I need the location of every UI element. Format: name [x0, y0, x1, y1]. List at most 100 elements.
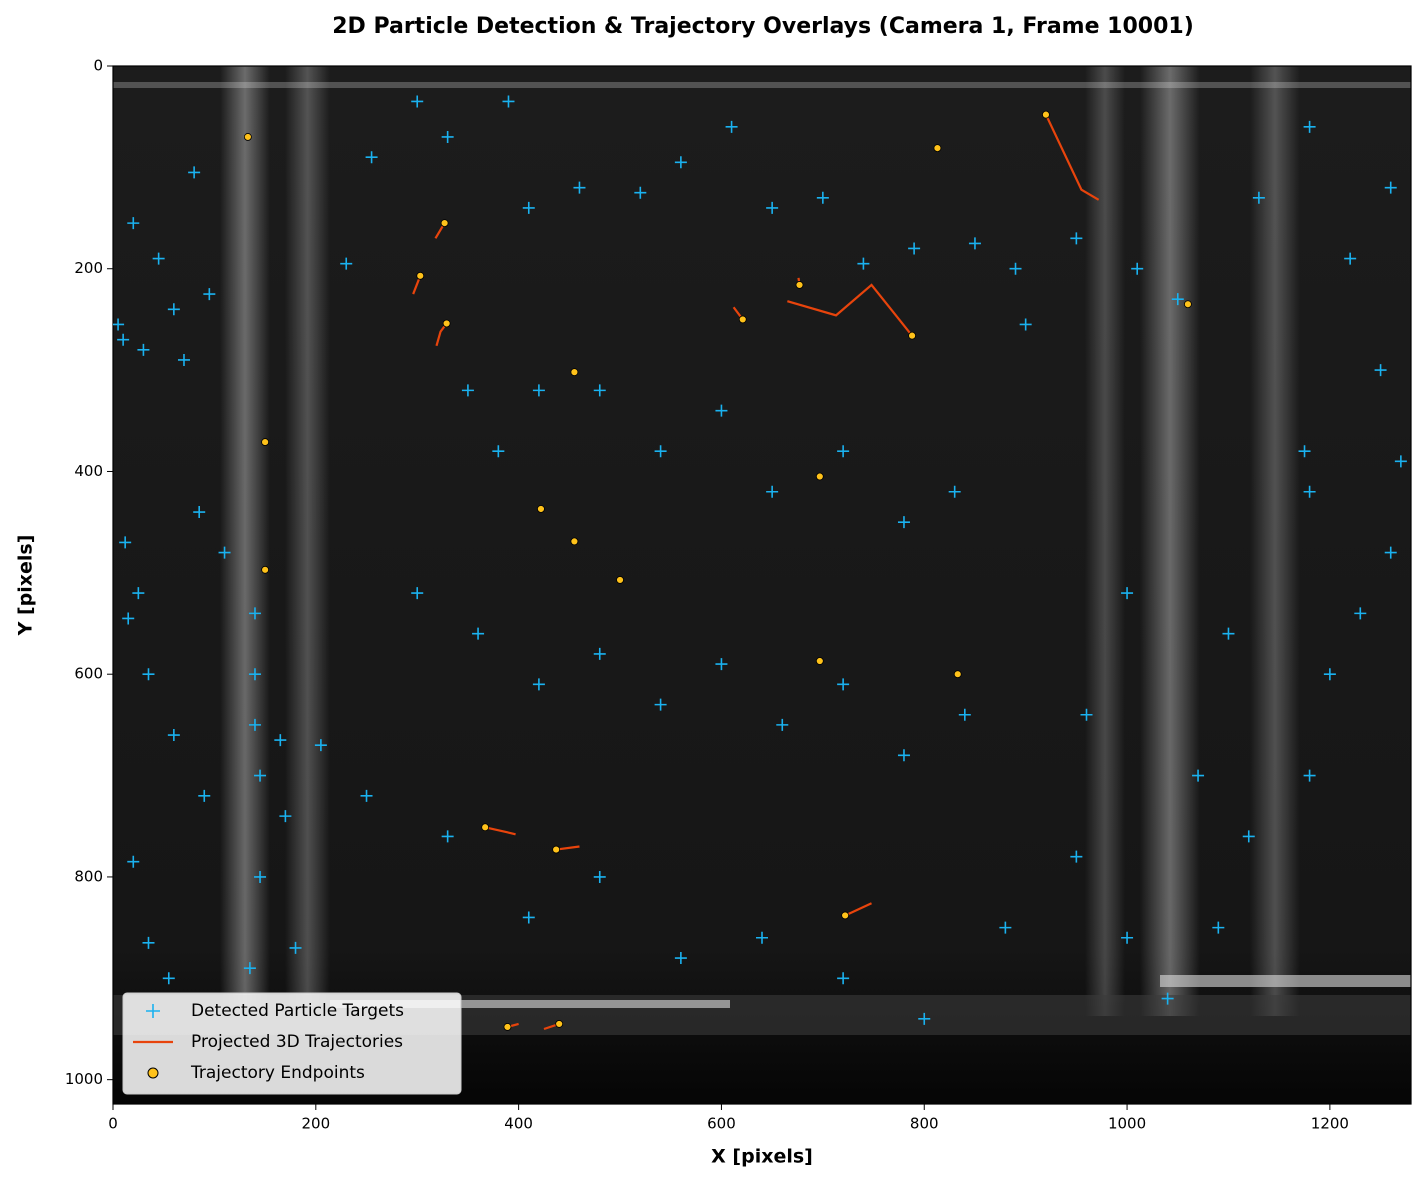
endpoint-marker — [555, 1020, 564, 1028]
particle-marker — [1171, 293, 1184, 306]
endpoint-marker — [537, 505, 545, 513]
particle-marker — [1298, 445, 1311, 458]
particle-marker — [279, 810, 292, 823]
particle-marker — [1222, 627, 1235, 640]
particle-marker — [1121, 587, 1134, 600]
endpoint-marker — [261, 565, 270, 574]
plot-area — [113, 95, 1407, 1031]
legend-marker — [146, 1004, 160, 1018]
particle-marker — [1242, 830, 1255, 843]
particle-marker — [1019, 318, 1032, 331]
particle-marker — [593, 647, 606, 660]
particle-marker — [1131, 262, 1144, 275]
particle-marker — [1192, 769, 1205, 782]
particle-marker — [1394, 455, 1407, 468]
y-tick-label: 400 — [74, 462, 103, 480]
particle-marker — [119, 536, 132, 549]
particle-marker — [766, 485, 779, 498]
particle-marker — [441, 830, 454, 843]
plot-frame — [112, 65, 1412, 1105]
particle-marker — [177, 353, 190, 366]
particle-marker — [254, 870, 267, 883]
particle-marker — [948, 485, 961, 498]
particle-marker — [274, 734, 287, 747]
x-tick-label: 1200 — [1311, 1115, 1349, 1133]
particle-marker — [248, 718, 261, 731]
background-image — [113, 66, 1411, 1104]
particle-marker — [837, 972, 850, 985]
y-tick-label: 0 — [93, 57, 103, 75]
particle-marker — [411, 95, 424, 108]
x-tick-label: 800 — [910, 1115, 939, 1133]
particle-marker — [532, 678, 545, 691]
particle-marker — [113, 318, 125, 331]
endpoint-marker — [815, 657, 824, 665]
endpoint-marker — [908, 331, 916, 340]
particle-marker — [142, 668, 155, 681]
endpoint-marker — [795, 281, 804, 289]
particle-marker — [522, 911, 535, 924]
particle-marker — [365, 151, 378, 164]
particle-marker — [243, 962, 256, 975]
endpoint-marker — [815, 472, 824, 481]
particle-marker — [1384, 181, 1397, 194]
particle-marker — [654, 698, 667, 711]
particle-marker — [1212, 921, 1225, 934]
particle-marker — [837, 678, 850, 691]
particle-marker — [1070, 232, 1083, 245]
particle-marker — [1303, 485, 1316, 498]
particle-marker — [127, 217, 140, 230]
particle-marker — [857, 257, 870, 270]
endpoint-marker — [738, 315, 747, 324]
particle-marker — [674, 952, 687, 965]
y-axis-label: Y [pixels] — [15, 535, 37, 637]
y-tick-label: 600 — [74, 665, 103, 683]
endpoint-marker — [616, 576, 624, 584]
endpoint-marker — [570, 368, 579, 377]
particle-marker — [715, 658, 728, 671]
particle-marker — [725, 120, 738, 133]
x-tick-label: 200 — [301, 1115, 330, 1133]
particle-marker — [1323, 668, 1336, 681]
particle-marker — [152, 252, 165, 265]
particle-marker — [132, 587, 145, 600]
particle-marker — [674, 156, 687, 169]
particle-marker — [897, 516, 910, 529]
particle-marker — [289, 941, 302, 954]
particle-marker — [897, 749, 910, 762]
particle-marker — [137, 343, 150, 356]
particle-marker — [1354, 607, 1367, 620]
particle-marker — [1161, 992, 1174, 1005]
particle-marker — [203, 288, 216, 301]
x-axis-label: X [pixels] — [711, 1146, 813, 1168]
particle-marker — [1070, 850, 1083, 863]
particle-marker — [162, 972, 175, 985]
particle-marker — [167, 729, 180, 742]
particle-marker — [593, 870, 606, 883]
endpoint-marker — [503, 1023, 512, 1031]
particle-marker — [634, 186, 647, 199]
endpoint-marker — [243, 133, 252, 141]
particle-marker — [837, 445, 850, 458]
particle-marker — [314, 739, 327, 752]
particle-marker — [411, 587, 424, 600]
legend-box — [122, 992, 462, 1095]
particle-marker — [1344, 252, 1357, 265]
particle-marker — [654, 445, 667, 458]
particle-marker — [198, 789, 211, 802]
endpoint-marker — [261, 438, 270, 446]
endpoint-marker — [442, 319, 451, 328]
x-tick-label: 0 — [108, 1115, 118, 1133]
particle-marker — [766, 201, 779, 214]
particle-marker — [1252, 191, 1265, 204]
x-tick-label: 600 — [707, 1115, 736, 1133]
endpoint-marker — [933, 144, 942, 153]
particle-marker — [122, 612, 135, 625]
endpoint-marker — [481, 823, 490, 832]
particle-marker — [776, 718, 789, 731]
particle-marker — [248, 607, 261, 620]
particle-marker — [532, 384, 545, 397]
legend-marker — [147, 1067, 159, 1079]
y-tick-label: 1000 — [65, 1070, 103, 1088]
